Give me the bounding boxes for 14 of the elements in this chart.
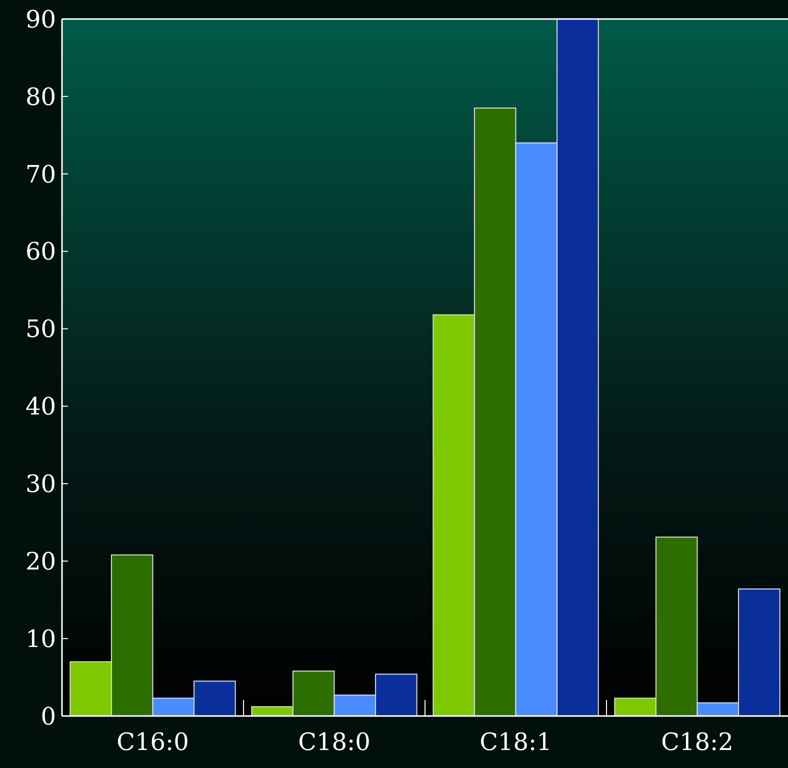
y-tick-label: 80	[25, 82, 56, 111]
y-tick-label: 30	[25, 470, 56, 498]
x-tick-label: C18:0	[298, 728, 370, 756]
y-tick-label: 0	[40, 702, 56, 730]
x-tick-label: C18:1	[480, 728, 552, 756]
x-tick-label: C18:2	[661, 728, 734, 756]
y-tick-label: 70	[25, 160, 56, 188]
y-tick-label: 20	[25, 548, 56, 576]
y-tick-label: 10	[25, 624, 56, 653]
y-tick-label: 90	[25, 5, 56, 34]
x-tick-label: C16:0	[116, 728, 189, 756]
y-tick-label: 60	[25, 238, 56, 266]
y-tick-label: 40	[25, 392, 56, 421]
y-tick-label: 50	[25, 315, 56, 344]
